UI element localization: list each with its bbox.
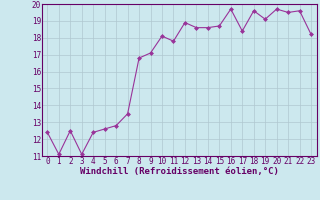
X-axis label: Windchill (Refroidissement éolien,°C): Windchill (Refroidissement éolien,°C) bbox=[80, 167, 279, 176]
